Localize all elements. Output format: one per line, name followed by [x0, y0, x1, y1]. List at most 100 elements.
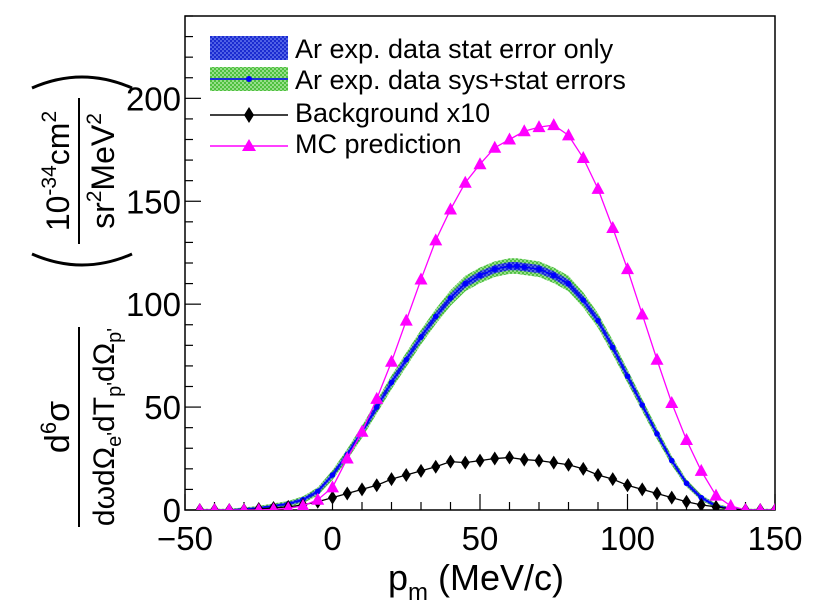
y-title-paren-left — [31, 252, 133, 267]
mc-point — [621, 262, 634, 275]
ar-data-point — [418, 334, 424, 340]
ar-data-point — [698, 494, 705, 501]
ar-data-point — [373, 404, 380, 410]
legend-label-bkg: Background x10 — [295, 98, 490, 128]
mc-point — [195, 503, 204, 510]
y-tick-label: 0 — [163, 492, 181, 529]
mc-point — [576, 151, 590, 164]
y-tick-label: 200 — [126, 80, 181, 117]
background-point — [401, 468, 411, 483]
x-tick-label: 50 — [462, 520, 499, 557]
mc-point — [355, 424, 369, 437]
background-point — [328, 490, 337, 505]
mc-point — [296, 498, 310, 510]
background-point — [357, 482, 367, 497]
y-axis-ticks — [185, 15, 201, 511]
mc-point — [458, 175, 472, 188]
background-point — [623, 478, 632, 493]
ar-data-point — [550, 272, 557, 279]
background-point — [372, 478, 382, 493]
mc-point — [635, 307, 649, 320]
y-title-numerator: d6σ — [36, 401, 77, 453]
mc-point — [429, 233, 443, 246]
mc-point — [650, 352, 664, 365]
mc-line — [199, 124, 775, 510]
background-point — [446, 454, 455, 469]
y-tick-label: 150 — [126, 183, 181, 220]
background-point — [475, 453, 485, 468]
ar-data-point — [403, 356, 410, 363]
y-title-unit-numerator: 10-34cm2 — [38, 111, 76, 231]
mc-point — [210, 503, 219, 510]
series-mc-prediction — [195, 118, 775, 510]
ar-data-point — [432, 313, 439, 320]
mc-point — [414, 272, 428, 285]
background-point — [637, 482, 647, 497]
ar-data-point — [314, 488, 321, 495]
sys-stat-error-band — [199, 258, 775, 510]
ar-data-point — [506, 263, 513, 269]
background-point — [549, 455, 559, 470]
mc-point — [311, 492, 325, 505]
legend-label-mc: MC prediction — [295, 129, 462, 159]
background-point — [519, 452, 529, 467]
ar-data-point — [565, 280, 572, 287]
background-point — [711, 499, 721, 510]
background-point — [431, 459, 441, 474]
background-point — [564, 457, 573, 472]
ar-data-point — [654, 431, 660, 437]
mc-point — [606, 221, 620, 234]
mc-point — [591, 181, 605, 194]
y-axis-tick-labels: 0 50 100 150 200 — [126, 80, 181, 529]
ar-data-point — [447, 295, 454, 301]
x-axis-title-sub: m — [408, 579, 428, 605]
mc-point — [532, 120, 546, 133]
background-point — [608, 472, 618, 487]
background-point — [460, 455, 470, 470]
ar-data-point — [521, 264, 528, 270]
series-background — [195, 450, 775, 510]
legend-marker-mc — [242, 139, 256, 151]
mc-point — [517, 124, 531, 137]
background-point — [652, 486, 662, 501]
background-point — [593, 468, 603, 483]
mc-point — [340, 451, 354, 464]
background-point — [490, 451, 500, 466]
mc-point — [399, 313, 413, 326]
mc-point — [240, 503, 248, 510]
ar-data-point — [514, 263, 520, 269]
mc-point — [254, 503, 263, 510]
y-title-denominator: dωdΩe'dTp'dΩp' — [88, 328, 126, 526]
mc-point — [724, 498, 737, 510]
y-title-paren-right — [31, 75, 133, 90]
y-tick-label: 100 — [126, 286, 181, 323]
x-tick-label: 0 — [323, 520, 341, 557]
mc-point — [370, 391, 384, 404]
mc-point — [444, 202, 457, 215]
legend-marker-sys — [246, 76, 252, 82]
background-point — [696, 497, 706, 510]
background-point — [342, 486, 352, 501]
background-point — [387, 472, 396, 487]
x-axis-title-unit: (MeV/c) — [428, 557, 564, 598]
x-tick-label: 100 — [600, 520, 655, 557]
stat-error-band — [199, 261, 775, 510]
mc-point — [385, 354, 398, 367]
mc-point — [562, 128, 575, 141]
mc-point — [741, 503, 750, 510]
mc-point — [665, 395, 679, 408]
mc-point — [771, 503, 775, 510]
y-tick-label: 50 — [144, 389, 181, 426]
ar-data-point — [609, 344, 616, 351]
mc-point — [756, 503, 765, 510]
background-point — [505, 450, 514, 465]
y-title-unit-denominator: sr2MeV2 — [83, 113, 121, 229]
ar-data-point — [624, 373, 631, 380]
ar-data-point — [329, 472, 336, 478]
x-axis-title-main: p — [388, 557, 408, 598]
mc-point — [503, 132, 516, 145]
mc-point — [225, 503, 234, 510]
background-line — [199, 456, 775, 510]
ar-data-line — [199, 265, 775, 510]
ar-data-point — [595, 317, 601, 324]
